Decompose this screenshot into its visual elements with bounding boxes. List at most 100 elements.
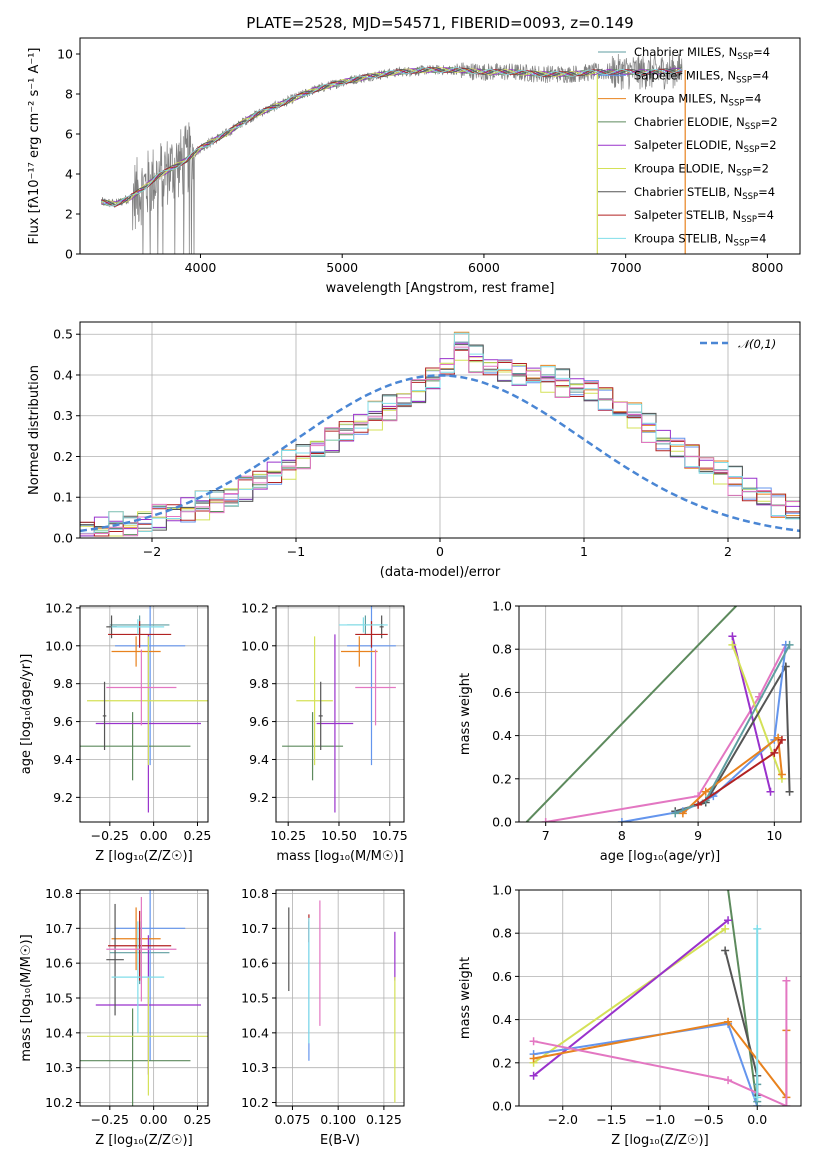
x-axis-label: mass [log₁₀(M/M☉)] xyxy=(276,849,403,864)
y-axis-label: Normed distribution xyxy=(27,365,42,495)
y-tick-label: 2 xyxy=(65,207,73,222)
mass-vs-ebv-panel: 0.075 0.100 0.125 10.2 10.3 10.4 10.5 10.6 10.7 1… xyxy=(241,886,405,1148)
error-cross xyxy=(355,621,388,648)
model-line xyxy=(101,67,682,207)
x-tick-label: 0.00 xyxy=(140,1112,168,1127)
y-tick-label: 9.2 xyxy=(249,790,269,805)
residuals-legend: 𝒩(0,1) xyxy=(700,337,776,351)
series-marker xyxy=(724,1017,733,1026)
massweight-vs-age-plot-area xyxy=(519,606,801,822)
x-tick-label: 0.075 xyxy=(275,1112,311,1127)
series-marker xyxy=(671,809,680,818)
error-cross xyxy=(80,1008,191,1106)
mass-vs-ebv-frame xyxy=(275,889,405,1107)
massweight-vs-age-frame xyxy=(518,605,802,823)
error-cross xyxy=(111,907,161,971)
x-tick-label: 10 xyxy=(766,828,782,843)
x-tick-label: 1 xyxy=(580,544,588,559)
y-tick-label: 9.4 xyxy=(249,752,269,767)
y-tick-label: 10.8 xyxy=(45,886,73,901)
error-cross xyxy=(318,681,323,750)
histogram-step xyxy=(80,346,800,537)
age-vs-Z-plot-area xyxy=(80,606,208,822)
y-tick-label: 10.2 xyxy=(241,1095,269,1110)
y-tick-label: 10.5 xyxy=(241,991,269,1006)
error-cross xyxy=(282,712,344,781)
series-marker xyxy=(766,787,775,796)
series-line xyxy=(525,606,737,822)
series-marker xyxy=(782,1102,791,1106)
y-axis-label: Flux [fλ10⁻¹⁷ erg cm⁻² s⁻¹ A⁻¹] xyxy=(27,48,42,245)
series-marker xyxy=(529,1071,538,1080)
spectrum-panel: 4000 5000 6000 7000 8000 0 2 4 6 8 10 wavelength [A… xyxy=(27,37,801,296)
error-cross xyxy=(80,712,191,781)
series-line xyxy=(533,1022,759,1106)
massweight-vs-Z-panel: −2.0 −1.5 −1.0 −0.5 0.0 0.0 0.2 0.4 0.6 0.8 1.0 Z [… xyxy=(458,883,802,1148)
y-tick-label: 0.0 xyxy=(53,531,73,546)
y-tick-label: 0.6 xyxy=(492,969,512,984)
error-cross xyxy=(108,621,172,648)
legend-label: Salpeter STELIB, NSSP=4 xyxy=(634,208,774,225)
y-tick-label: 0.0 xyxy=(492,815,512,830)
y-tick-label: 10.6 xyxy=(45,956,73,971)
series-marker xyxy=(541,818,550,822)
series-marker xyxy=(753,1093,762,1102)
y-tick-label: 6 xyxy=(65,127,73,142)
series-marker xyxy=(724,1076,733,1085)
error-cross xyxy=(341,636,378,667)
series-line xyxy=(533,928,726,1064)
y-tick-label: 9.8 xyxy=(249,676,269,691)
x-axis-label: Z [log₁₀(Z/Z☉)] xyxy=(95,1133,192,1148)
y-tick-label: 10.8 xyxy=(241,886,269,901)
x-tick-label: −0.25 xyxy=(91,828,129,843)
y-tick-label: 10.0 xyxy=(241,638,269,653)
age-vs-mass-plot-area xyxy=(276,606,404,822)
x-axis-label: Z [log₁₀(Z/Z☉)] xyxy=(95,849,192,864)
massweight-vs-Z-plot-area xyxy=(519,890,801,1106)
x-axis-label: (data-model)/error xyxy=(380,565,501,580)
legend-label: Kroupa STELIB, NSSP=4 xyxy=(634,231,766,248)
x-tick-label: 4000 xyxy=(185,260,217,275)
mass-vs-Z-frame xyxy=(79,889,209,1107)
error-cross xyxy=(296,636,333,766)
mass-vs-Z-panel: −0.25 0.00 0.25 10.2 10.3 10.4 10.5 10.6 10.7 10.… xyxy=(19,886,212,1148)
x-tick-label: −0.25 xyxy=(91,1112,129,1127)
series-marker xyxy=(785,640,794,649)
mass-vs-Z-plot-area xyxy=(80,890,208,1106)
y-axis-label: mass weight xyxy=(458,957,473,1039)
y-tick-label: 0.4 xyxy=(492,728,512,743)
y-tick-label: 10.2 xyxy=(45,1095,73,1110)
series-line xyxy=(545,644,787,822)
age-vs-Z-panel: −0.25 0.00 0.25 9.2 9.4 9.6 9.8 10.0 10.2 Z [log₁… xyxy=(19,600,211,864)
error-cross xyxy=(87,977,208,1096)
x-tick-label: −0.5 xyxy=(693,1112,723,1127)
y-tick-label: 0.6 xyxy=(492,685,512,700)
series-marker xyxy=(728,640,737,649)
series-marker xyxy=(777,735,786,744)
y-tick-label: 10.4 xyxy=(241,1025,269,1040)
series-marker xyxy=(721,946,730,955)
x-tick-label: 10.75 xyxy=(372,828,408,843)
x-axis-label: age [log₁₀(age/yr)] xyxy=(600,849,721,864)
y-tick-label: 9.2 xyxy=(53,790,73,805)
y-tick-label: 10 xyxy=(57,47,73,62)
x-tick-label: 0.25 xyxy=(184,1112,212,1127)
series-marker xyxy=(724,916,733,925)
massweight-vs-age-panel: 7 8 9 10 0.0 0.2 0.4 0.6 0.8 1.0 age [log₁₀(age/yr… xyxy=(458,599,802,864)
x-tick-label: 0.100 xyxy=(320,1112,356,1127)
x-tick-label: 5000 xyxy=(326,260,358,275)
histogram-step xyxy=(80,344,800,531)
series-marker xyxy=(721,924,730,933)
series-line xyxy=(621,644,787,822)
error-cross xyxy=(338,617,388,633)
x-tick-label: 7000 xyxy=(610,260,642,275)
y-tick-label: 10.7 xyxy=(241,921,269,936)
series-marker xyxy=(694,800,703,809)
legend-label: Chabrier STELIB, NSSP=4 xyxy=(634,185,775,202)
y-tick-label: 4 xyxy=(65,167,73,182)
age-vs-mass-panel: 10.25 10.50 10.75 9.2 9.4 9.6 9.8 10.0 10.2 mass … xyxy=(241,600,408,864)
x-tick-label: 0.00 xyxy=(140,828,168,843)
series-marker xyxy=(701,787,710,796)
error-cross xyxy=(316,634,354,813)
spectrum-frame xyxy=(79,37,801,255)
